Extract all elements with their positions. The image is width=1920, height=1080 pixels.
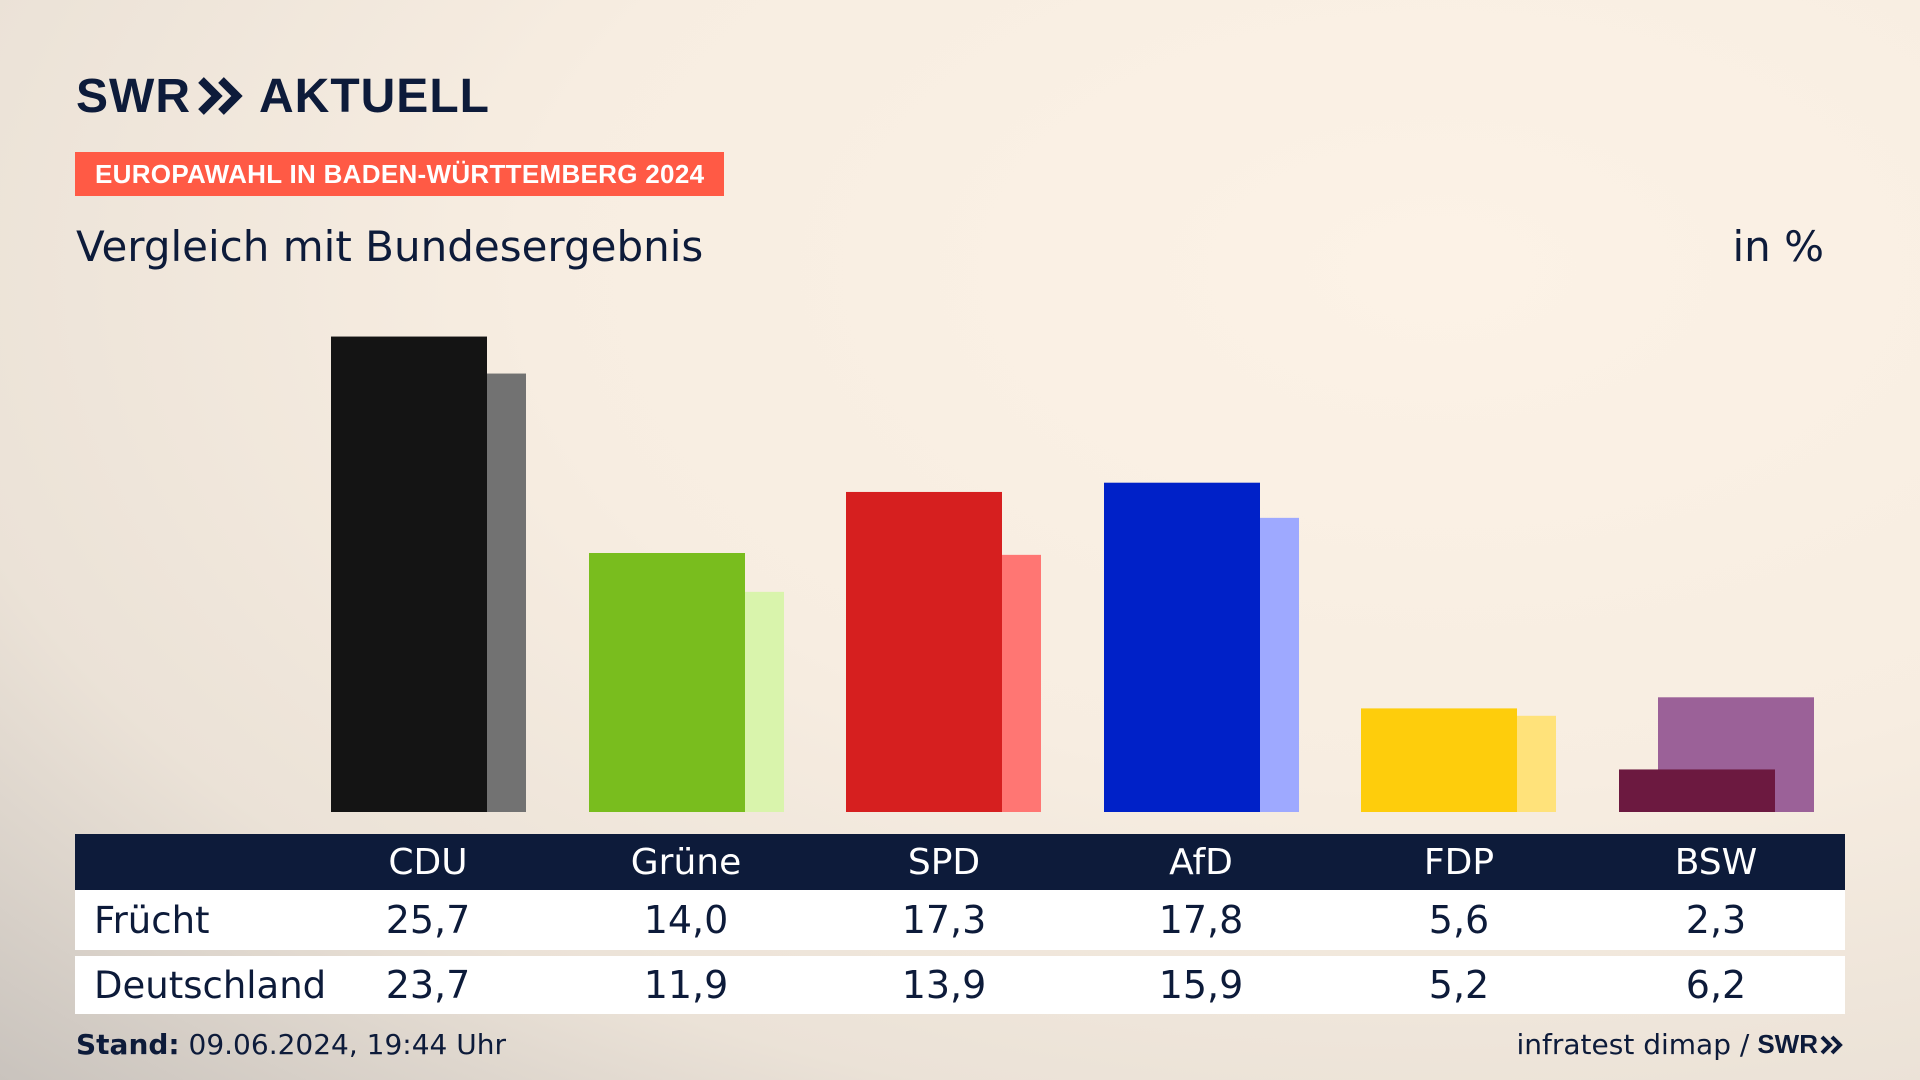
column-header: AfD <box>1169 841 1233 883</box>
bar-bw-bsw <box>1619 769 1775 812</box>
bar-bw-grüne <box>589 553 745 812</box>
stand-value: 09.06.2024, 19:44 Uhr <box>188 1028 506 1061</box>
source-brand: SWR <box>1757 1029 1844 1060</box>
table-cell: 25,7 <box>385 898 471 942</box>
bar-bw-cdu <box>331 336 487 812</box>
column-header: CDU <box>388 841 468 883</box>
table-row-de: Deutschland 23,7 11,9 13,9 15,9 5,2 6,2 <box>75 956 1845 1014</box>
logo-text-swr: SWR <box>76 69 191 123</box>
bar-chart <box>331 336 1814 812</box>
table-cell: 2,3 <box>1685 898 1747 942</box>
table-cell: 17,3 <box>901 898 987 942</box>
table-cell: 13,9 <box>901 963 987 1007</box>
table-header: CDU Grüne SPD AfD FDP BSW <box>75 834 1845 890</box>
swr-aktuell-logo: SWR AKTUELL <box>76 66 490 126</box>
table-cell: 17,8 <box>1158 898 1244 942</box>
stand-label: Stand: <box>76 1028 180 1061</box>
source-credit: infratest dimap / SWR <box>1517 1028 1845 1061</box>
table-cell: 14,0 <box>643 898 729 942</box>
column-header: FDP <box>1423 841 1495 883</box>
table-cell: 6,2 <box>1685 963 1747 1007</box>
row-label-deutschland: Deutschland <box>94 963 327 1007</box>
logo-text-aktuell: AKTUELL <box>258 69 490 123</box>
table-cell: 5,6 <box>1428 898 1490 942</box>
column-header: BSW <box>1674 841 1758 883</box>
row-label-bw: Frücht <box>94 898 210 942</box>
double-chevron-right-icon <box>1820 1035 1843 1054</box>
unit-label: in % <box>1732 222 1824 271</box>
source-text: infratest dimap / <box>1516 1028 1750 1061</box>
column-header: SPD <box>907 841 981 883</box>
table-cell: 15,9 <box>1158 963 1244 1007</box>
timestamp: Stand: 09.06.2024, 19:44 Uhr <box>76 1028 506 1061</box>
results-table: CDU Grüne SPD AfD FDP BSW Frücht 25,7 14,0 17,3… <box>75 834 1845 1014</box>
table-row-bw: Frücht 25,7 14,0 17,3 17,8 5,6 2,3 <box>75 890 1845 950</box>
table-cell: 5,2 <box>1428 963 1490 1007</box>
bar-bw-fdp <box>1361 708 1517 812</box>
bar-bw-afd <box>1104 482 1260 812</box>
double-chevron-right-icon <box>198 77 243 115</box>
source-brand-text: SWR <box>1757 1029 1818 1059</box>
bar-bw-spd <box>846 491 1002 812</box>
election-title-badge: EUROPAWAHL IN BADEN-WÜRTTEMBERG 2024 <box>75 152 725 196</box>
table-cell: 23,7 <box>385 963 471 1007</box>
table-cell: 11,9 <box>643 963 729 1007</box>
chart-subtitle: Vergleich mit Bundesergebnis <box>76 222 704 271</box>
column-header: Grüne <box>630 841 742 883</box>
